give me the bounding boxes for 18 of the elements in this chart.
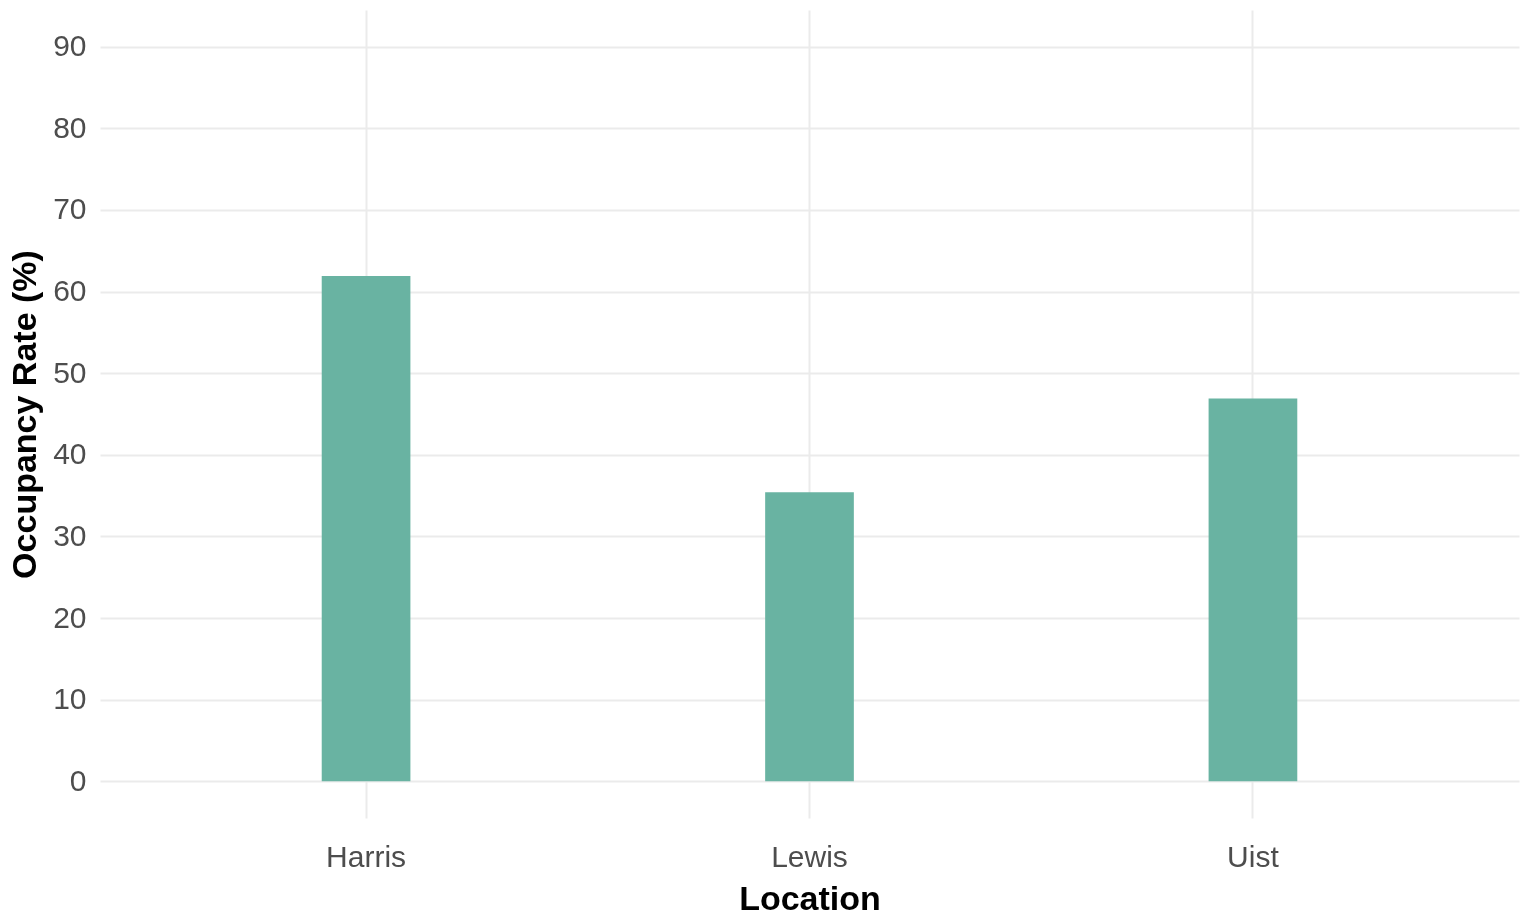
x-axis-title: Location: [739, 878, 881, 917]
x-tick-label: Harris: [326, 839, 407, 873]
y-tick-label: 20: [53, 600, 87, 634]
y-tick-label: 90: [53, 29, 87, 63]
y-tick-label: 80: [53, 110, 87, 144]
y-tick-label: 50: [53, 355, 87, 389]
y-axis-title: Occupancy Rate (%): [5, 250, 44, 579]
x-tick-label: Uist: [1227, 839, 1280, 873]
y-tick-label: 60: [53, 274, 87, 308]
y-tick-label: 70: [53, 192, 87, 226]
y-tick-label: 10: [53, 682, 87, 716]
x-tick-label: Lewis: [771, 839, 848, 873]
bar: [765, 492, 854, 782]
bar: [321, 276, 411, 782]
y-tick-label: 30: [53, 518, 87, 552]
y-tick-label: 40: [53, 437, 87, 471]
bar: [1208, 398, 1298, 782]
y-tick-label: 0: [69, 763, 87, 797]
